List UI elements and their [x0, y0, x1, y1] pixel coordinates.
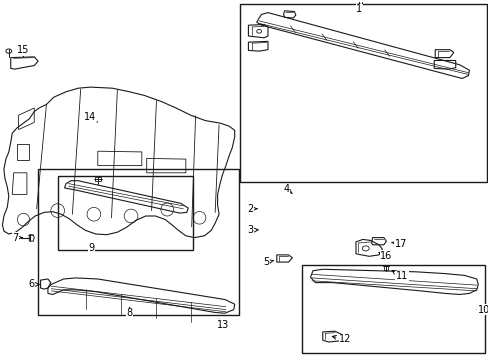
Text: 11: 11	[391, 270, 407, 282]
Text: 5: 5	[263, 257, 273, 267]
Text: 6: 6	[29, 279, 39, 289]
Text: 12: 12	[332, 334, 351, 345]
Text: 2: 2	[247, 204, 257, 214]
Text: 1: 1	[356, 3, 362, 14]
Text: 9: 9	[89, 243, 95, 253]
Text: 4: 4	[283, 184, 292, 194]
Text: 3: 3	[247, 225, 258, 235]
Text: 13: 13	[216, 319, 229, 330]
Text: 16: 16	[378, 251, 392, 261]
Text: 10: 10	[476, 305, 488, 315]
Text: 17: 17	[391, 239, 407, 249]
Text: 15: 15	[17, 45, 30, 56]
Text: 7: 7	[13, 233, 22, 243]
Text: 14: 14	[84, 112, 97, 122]
Text: 8: 8	[126, 307, 132, 318]
